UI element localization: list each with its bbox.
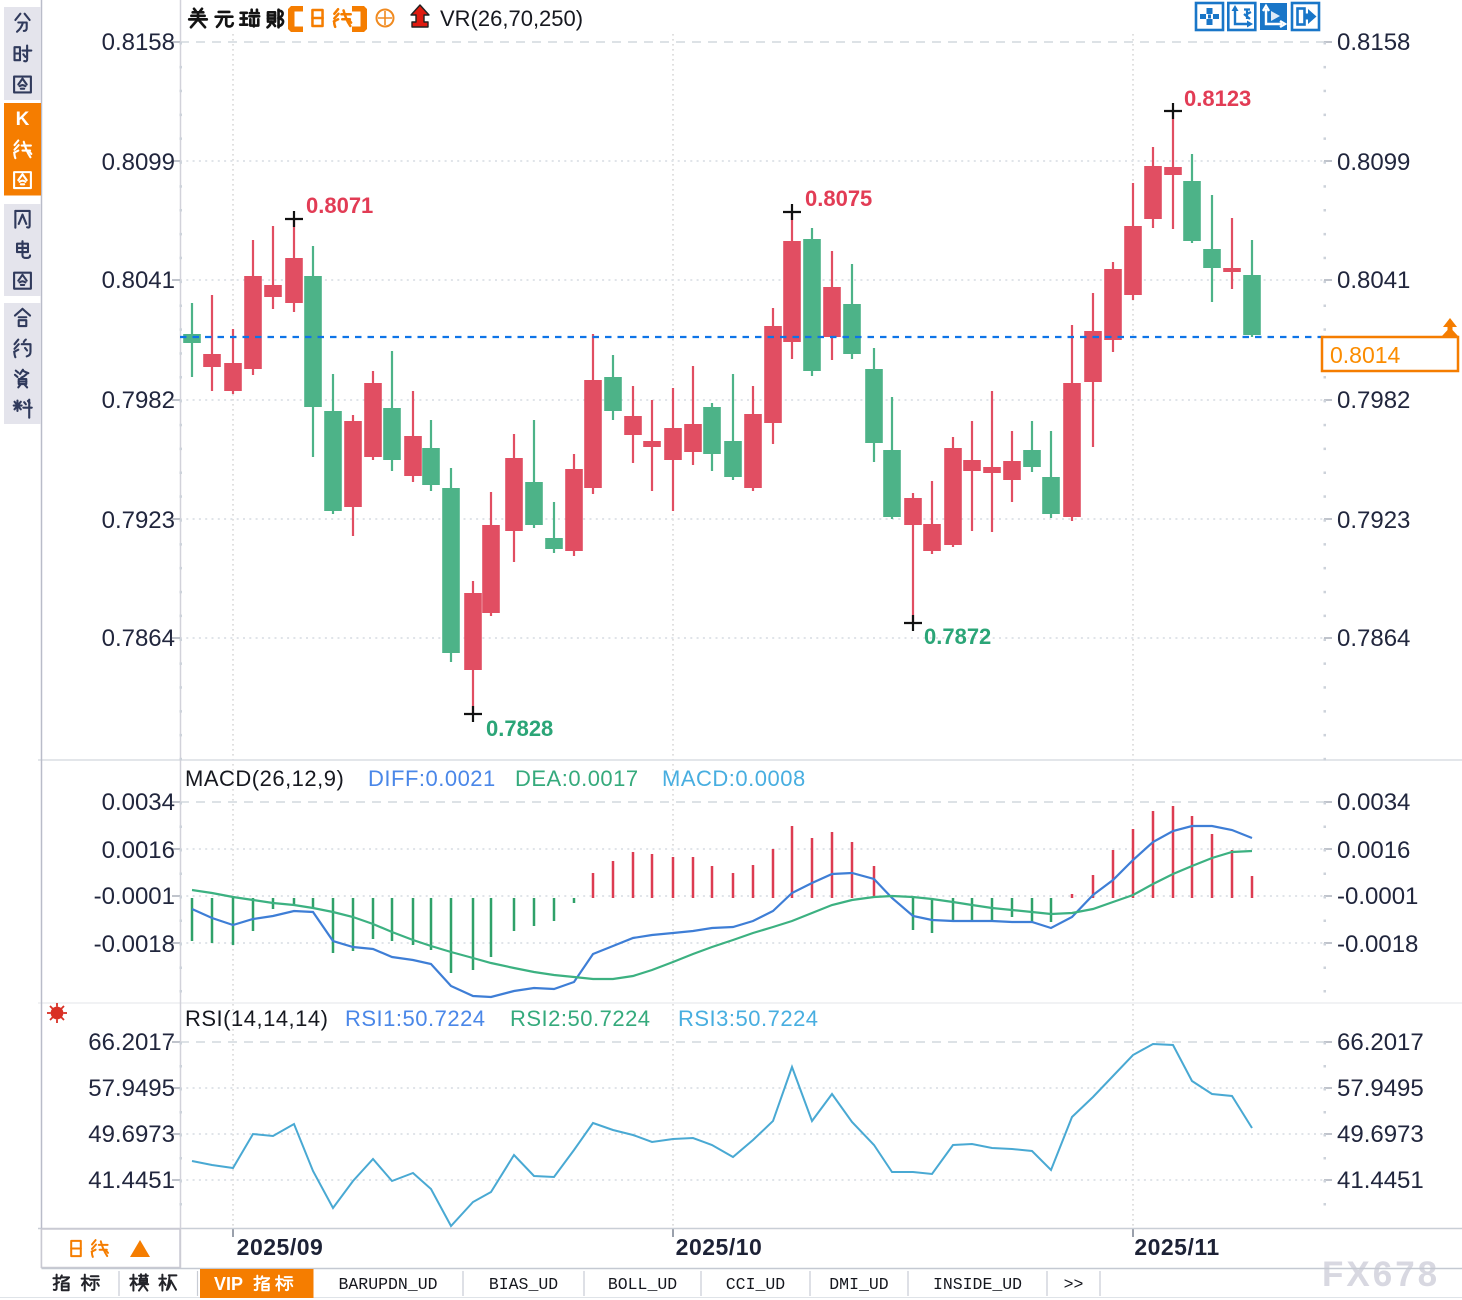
svg-text:VR(26,70,250): VR(26,70,250) bbox=[440, 6, 583, 31]
svg-text:66.2017: 66.2017 bbox=[88, 1029, 175, 1056]
svg-text:>>: >> bbox=[1064, 1275, 1084, 1294]
svg-text:-0.0001: -0.0001 bbox=[94, 883, 175, 910]
svg-text:MACD:0.0008: MACD:0.0008 bbox=[662, 766, 806, 791]
svg-text:INSIDE_UD: INSIDE_UD bbox=[933, 1275, 1022, 1294]
svg-text:0.7982: 0.7982 bbox=[102, 387, 175, 414]
svg-text:K: K bbox=[16, 109, 30, 130]
svg-text:CCI_UD: CCI_UD bbox=[726, 1275, 786, 1294]
svg-text:0.0034: 0.0034 bbox=[102, 789, 175, 816]
svg-text:MACD(26,12,9): MACD(26,12,9) bbox=[185, 766, 344, 791]
svg-text:0.7864: 0.7864 bbox=[102, 625, 175, 652]
svg-text:0.8014: 0.8014 bbox=[1330, 342, 1401, 368]
svg-text:-0.0001: -0.0001 bbox=[1337, 883, 1418, 910]
svg-text:RSI2:50.7224: RSI2:50.7224 bbox=[510, 1006, 651, 1031]
svg-text:0.0016: 0.0016 bbox=[102, 837, 175, 864]
svg-text:0.8075: 0.8075 bbox=[805, 186, 872, 211]
svg-text:57.9495: 57.9495 bbox=[1337, 1075, 1424, 1102]
svg-text:BOLL_UD: BOLL_UD bbox=[608, 1275, 677, 1294]
svg-text:DEA:0.0017: DEA:0.0017 bbox=[515, 766, 639, 791]
svg-text:-0.0018: -0.0018 bbox=[94, 931, 175, 958]
svg-text:0.0034: 0.0034 bbox=[1337, 789, 1410, 816]
svg-text:0.7828: 0.7828 bbox=[486, 716, 553, 741]
svg-text:66.2017: 66.2017 bbox=[1337, 1029, 1424, 1056]
svg-text:0.7872: 0.7872 bbox=[924, 624, 991, 649]
svg-text:0.7864: 0.7864 bbox=[1337, 625, 1410, 652]
svg-text:49.6973: 49.6973 bbox=[1337, 1121, 1424, 1148]
svg-text:0.8071: 0.8071 bbox=[306, 193, 373, 218]
svg-text:0.8099: 0.8099 bbox=[1337, 149, 1410, 176]
svg-text:2025/09: 2025/09 bbox=[237, 1234, 324, 1260]
svg-text:57.9495: 57.9495 bbox=[88, 1075, 175, 1102]
svg-text:0.8158: 0.8158 bbox=[102, 29, 175, 56]
svg-text:2025/10: 2025/10 bbox=[676, 1234, 763, 1260]
svg-text:RSI1:50.7224: RSI1:50.7224 bbox=[345, 1006, 486, 1031]
svg-text:0.8041: 0.8041 bbox=[1337, 267, 1410, 294]
svg-text:RSI(14,14,14): RSI(14,14,14) bbox=[185, 1006, 328, 1031]
svg-text:0.0016: 0.0016 bbox=[1337, 837, 1410, 864]
svg-text:0.7982: 0.7982 bbox=[1337, 387, 1410, 414]
svg-text:2025/11: 2025/11 bbox=[1134, 1234, 1219, 1260]
svg-text:FX678: FX678 bbox=[1322, 1255, 1440, 1294]
svg-text:0.7923: 0.7923 bbox=[102, 507, 175, 534]
svg-text:41.4451: 41.4451 bbox=[88, 1167, 175, 1194]
svg-text:BARUPDN_UD: BARUPDN_UD bbox=[338, 1275, 437, 1294]
svg-text:41.4451: 41.4451 bbox=[1337, 1167, 1424, 1194]
svg-text:49.6973: 49.6973 bbox=[88, 1121, 175, 1148]
svg-text:-0.0018: -0.0018 bbox=[1337, 931, 1418, 958]
svg-text:DIFF:0.0021: DIFF:0.0021 bbox=[368, 766, 496, 791]
svg-text:RSI3:50.7224: RSI3:50.7224 bbox=[678, 1006, 819, 1031]
svg-text:VIP: VIP bbox=[214, 1274, 243, 1294]
svg-text:BIAS_UD: BIAS_UD bbox=[489, 1275, 558, 1294]
svg-text:0.8123: 0.8123 bbox=[1184, 86, 1251, 111]
svg-text:DMI_UD: DMI_UD bbox=[829, 1275, 889, 1294]
svg-text:0.8041: 0.8041 bbox=[102, 267, 175, 294]
svg-text:0.7923: 0.7923 bbox=[1337, 507, 1410, 534]
svg-text:0.8099: 0.8099 bbox=[102, 149, 175, 176]
svg-text:0.8158: 0.8158 bbox=[1337, 29, 1410, 56]
